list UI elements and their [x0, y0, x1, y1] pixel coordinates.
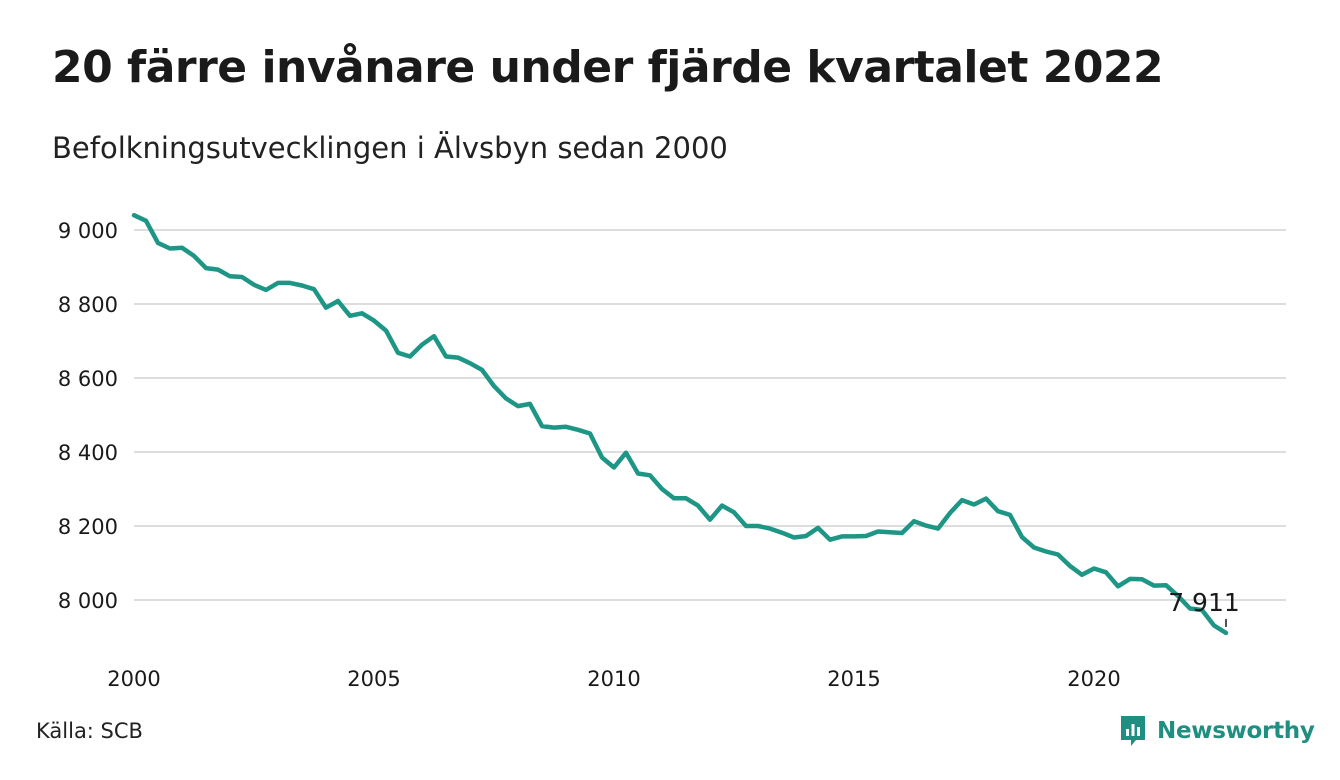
x-tick-label: 2015 — [827, 667, 880, 691]
x-tick-label: 2005 — [347, 667, 400, 691]
last-value-label: 7 911 — [1168, 588, 1240, 617]
source-note: Källa: SCB — [36, 719, 143, 743]
y-tick-label: 8 000 — [58, 589, 118, 613]
x-axis-ticks: 2000 2005 2010 2015 2020 — [107, 667, 1120, 691]
population-series-line — [131, 212, 1229, 636]
y-tick-label: 8 600 — [58, 367, 118, 391]
x-tick-label: 2000 — [107, 667, 160, 691]
brand-name: Newsworthy — [1157, 718, 1315, 744]
x-tick-label: 2020 — [1067, 667, 1120, 691]
y-tick-label: 8 400 — [58, 441, 118, 465]
chart-title: 20 färre invånare under fjärde kvartalet… — [52, 42, 1164, 93]
y-axis-ticks: 8 000 8 200 8 400 8 600 8 800 9 000 — [58, 219, 118, 613]
y-tick-label: 9 000 — [58, 219, 118, 243]
x-tick-label: 2010 — [587, 667, 640, 691]
chart-subtitle: Befolkningsutvecklingen i Älvsbyn sedan … — [52, 131, 728, 165]
y-tick-label: 8 200 — [58, 515, 118, 539]
y-tick-label: 8 800 — [58, 293, 118, 317]
newsworthy-logo-icon — [1121, 716, 1145, 746]
brand-logo[interactable]: Newsworthy — [1119, 713, 1315, 749]
